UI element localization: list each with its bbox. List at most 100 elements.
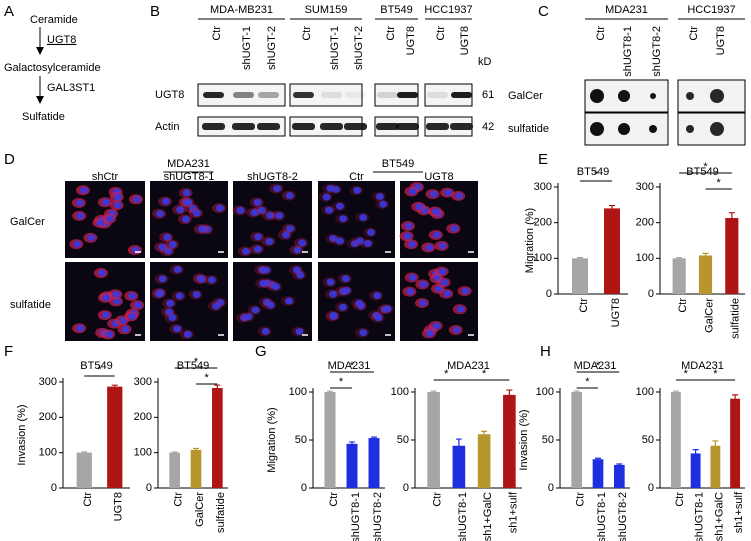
lane-label: Ctr	[688, 26, 700, 41]
micrograph	[318, 181, 395, 258]
row-label: sulfatide	[10, 299, 51, 311]
lane-label: shUGT8-2	[651, 26, 663, 77]
bar	[614, 464, 625, 488]
nucleus	[326, 184, 335, 192]
y-tick-label: 0	[146, 482, 152, 494]
band	[344, 123, 367, 130]
nucleus	[419, 299, 428, 307]
lane-label: UGT8	[459, 26, 471, 55]
bar	[212, 388, 223, 488]
bar	[725, 218, 739, 294]
band	[233, 92, 254, 98]
nucleus	[241, 247, 250, 255]
y-tick-label: 100	[636, 386, 654, 398]
lane-label: Ctr	[349, 171, 364, 183]
y-tick-label: 50	[397, 434, 409, 446]
nucleus	[266, 212, 275, 220]
bar	[452, 445, 466, 488]
y-tick-label: 100	[289, 386, 307, 398]
chart-title: BT549	[80, 360, 112, 372]
x-tick-label: sh1+sulf	[733, 491, 745, 533]
nucleus	[113, 297, 122, 305]
dot	[710, 122, 724, 136]
micrograph	[65, 181, 145, 258]
nucleus	[285, 297, 294, 305]
nucleus	[425, 329, 434, 337]
nucleus	[286, 225, 295, 233]
bar	[169, 452, 180, 488]
y-tick-label: 50	[542, 434, 554, 446]
significance-star: *	[594, 169, 599, 181]
nucleus	[261, 327, 270, 335]
nucleus	[164, 247, 173, 255]
bar	[477, 434, 491, 488]
error-bar	[595, 457, 601, 461]
error-bar	[506, 389, 513, 400]
significance-star: *	[703, 161, 708, 173]
row-label: sulfatide	[508, 123, 549, 135]
nucleus	[106, 215, 115, 223]
error-bar	[728, 212, 735, 224]
bar	[76, 452, 92, 488]
panel-letter: A	[4, 3, 14, 20]
lane-label: shUGT-2	[266, 26, 278, 70]
nucleus	[173, 325, 182, 333]
nucleus	[271, 283, 280, 291]
dot	[686, 125, 694, 133]
panel-letter: F	[4, 343, 13, 360]
y-tick-label: 300	[39, 376, 57, 388]
x-tick-label: Ctr	[328, 492, 340, 507]
band	[377, 92, 398, 98]
error-bar	[193, 447, 199, 452]
nucleus	[353, 186, 362, 194]
group-header: HCC1937	[687, 4, 735, 16]
error-bar	[349, 441, 355, 446]
micrograph	[65, 262, 145, 341]
significance-star: *	[684, 368, 689, 380]
band	[293, 92, 314, 98]
nucleus	[404, 222, 413, 230]
x-tick-label: UGT8	[610, 298, 622, 327]
y-tick-label: 0	[548, 482, 554, 494]
arrow-head	[36, 47, 44, 55]
dot	[618, 90, 630, 102]
nucleus	[265, 237, 274, 245]
bar	[368, 438, 380, 488]
micrograph	[150, 181, 228, 258]
panel-letter: H	[540, 343, 551, 360]
bar	[190, 449, 202, 488]
x-tick-label: Ctr	[578, 298, 590, 313]
nucleus	[444, 189, 453, 197]
significance-star: *	[194, 356, 199, 368]
nucleus	[443, 290, 452, 298]
bar	[346, 443, 358, 488]
nucleus	[134, 301, 143, 309]
x-tick-label: Ctr	[674, 492, 686, 507]
micrograph-bg	[233, 181, 312, 258]
error-bar	[371, 436, 377, 440]
nucleus	[408, 273, 417, 281]
nucleus	[128, 292, 137, 300]
nucleus	[168, 314, 177, 322]
nucleus	[403, 232, 412, 240]
y-axis-label: Migration (%)	[524, 208, 536, 273]
y-tick-label: 0	[51, 482, 57, 494]
band	[397, 92, 418, 98]
bar	[710, 445, 721, 488]
nucleus	[212, 302, 221, 310]
row-label: GalCer	[508, 90, 543, 102]
nucleus	[175, 292, 184, 300]
nucleus	[253, 245, 262, 253]
x-tick-label: GalCer	[194, 492, 206, 527]
significance-star: *	[585, 376, 590, 388]
x-tick-label: shUGT8-1	[694, 492, 706, 541]
band	[451, 92, 472, 98]
micrograph	[233, 262, 312, 341]
lane-label: shUGT-1	[329, 26, 341, 70]
band	[232, 123, 255, 130]
nucleus	[75, 199, 84, 207]
nucleus	[73, 240, 82, 248]
error-bar	[455, 438, 462, 453]
panel-letter: C	[538, 3, 549, 20]
